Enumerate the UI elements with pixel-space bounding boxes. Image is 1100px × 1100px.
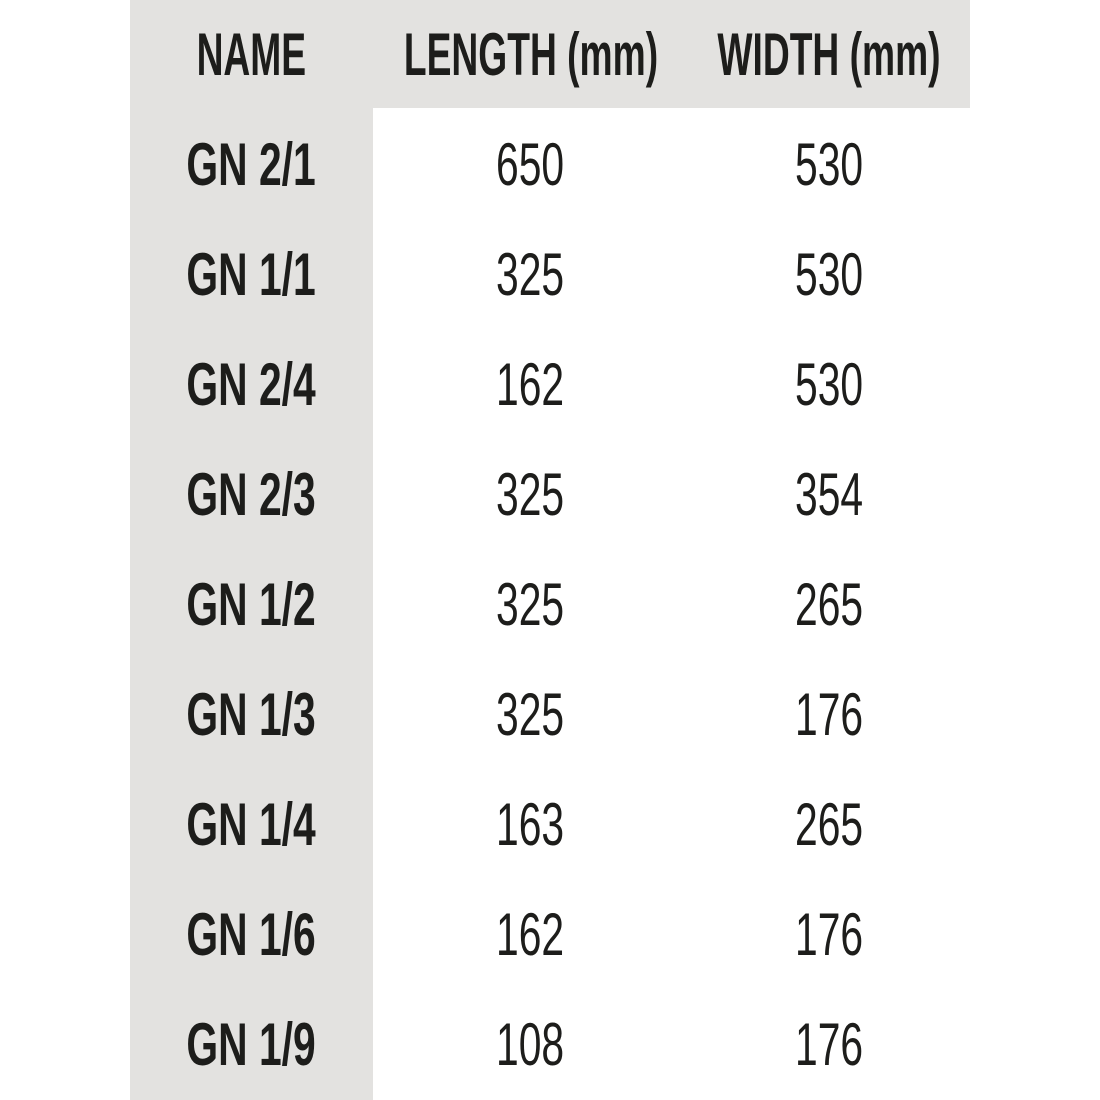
column-header-length: LENGTH (mm)	[373, 0, 688, 110]
name-value: GN 1/1	[186, 241, 317, 308]
width-value: 530	[794, 241, 864, 308]
length-value: 325	[496, 461, 565, 528]
table-row-length: 108	[373, 990, 688, 1100]
table-row-length: 650	[373, 110, 688, 220]
width-value: 176	[794, 1011, 864, 1078]
name-value: GN 1/4	[186, 791, 317, 858]
name-value: GN 2/1	[186, 131, 317, 198]
table-row-width: 176	[688, 990, 970, 1100]
table-row-width: 530	[688, 330, 970, 440]
length-value: 325	[496, 681, 565, 748]
name-value: GN 1/3	[186, 681, 317, 748]
length-value: 325	[496, 571, 565, 638]
width-value: 354	[794, 461, 864, 528]
width-value: 530	[794, 131, 864, 198]
width-value: 265	[794, 571, 864, 638]
table-row-name: GN 1/2	[130, 550, 373, 660]
column-header-width-label: WIDTH (mm)	[717, 21, 941, 88]
length-value: 163	[496, 791, 565, 858]
name-value: GN 1/6	[186, 901, 317, 968]
table-row-width: 530	[688, 110, 970, 220]
width-value: 176	[794, 681, 864, 748]
table-row-width: 265	[688, 770, 970, 880]
header-band	[130, 0, 970, 108]
length-value: 650	[496, 131, 565, 198]
table-row-length: 325	[373, 440, 688, 550]
table-row-name: GN 1/6	[130, 880, 373, 990]
name-value: GN 1/9	[186, 1011, 317, 1078]
table-row-width: 176	[688, 880, 970, 990]
table-row-length: 325	[373, 660, 688, 770]
name-column-band	[130, 0, 373, 1100]
name-value: GN 2/3	[186, 461, 317, 528]
table-row-name: GN 1/9	[130, 990, 373, 1100]
width-value: 265	[794, 791, 864, 858]
width-value: 530	[794, 351, 864, 418]
column-header-name: NAME	[130, 0, 373, 110]
table-row-name: GN 2/3	[130, 440, 373, 550]
table-row-width: 176	[688, 660, 970, 770]
table-row-name: GN 1/3	[130, 660, 373, 770]
table-row-width: 265	[688, 550, 970, 660]
table-row-name: GN 2/1	[130, 110, 373, 220]
table-row-length: 162	[373, 880, 688, 990]
length-value: 162	[496, 351, 565, 418]
table-row-name: GN 2/4	[130, 330, 373, 440]
length-value: 325	[496, 241, 565, 308]
name-value: GN 1/2	[186, 571, 317, 638]
table-row-name: GN 1/1	[130, 220, 373, 330]
table-row-length: 162	[373, 330, 688, 440]
column-header-length-label: LENGTH (mm)	[403, 21, 658, 88]
length-value: 162	[496, 901, 565, 968]
width-value: 176	[794, 901, 864, 968]
column-header-name-label: NAME	[196, 21, 307, 88]
length-value: 108	[496, 1011, 565, 1078]
name-value: GN 2/4	[186, 351, 317, 418]
table-row-width: 354	[688, 440, 970, 550]
table-row-length: 163	[373, 770, 688, 880]
table-row-length: 325	[373, 220, 688, 330]
table-row-name: GN 1/4	[130, 770, 373, 880]
column-header-width: WIDTH (mm)	[688, 0, 970, 110]
table-row-length: 325	[373, 550, 688, 660]
table-row-width: 530	[688, 220, 970, 330]
